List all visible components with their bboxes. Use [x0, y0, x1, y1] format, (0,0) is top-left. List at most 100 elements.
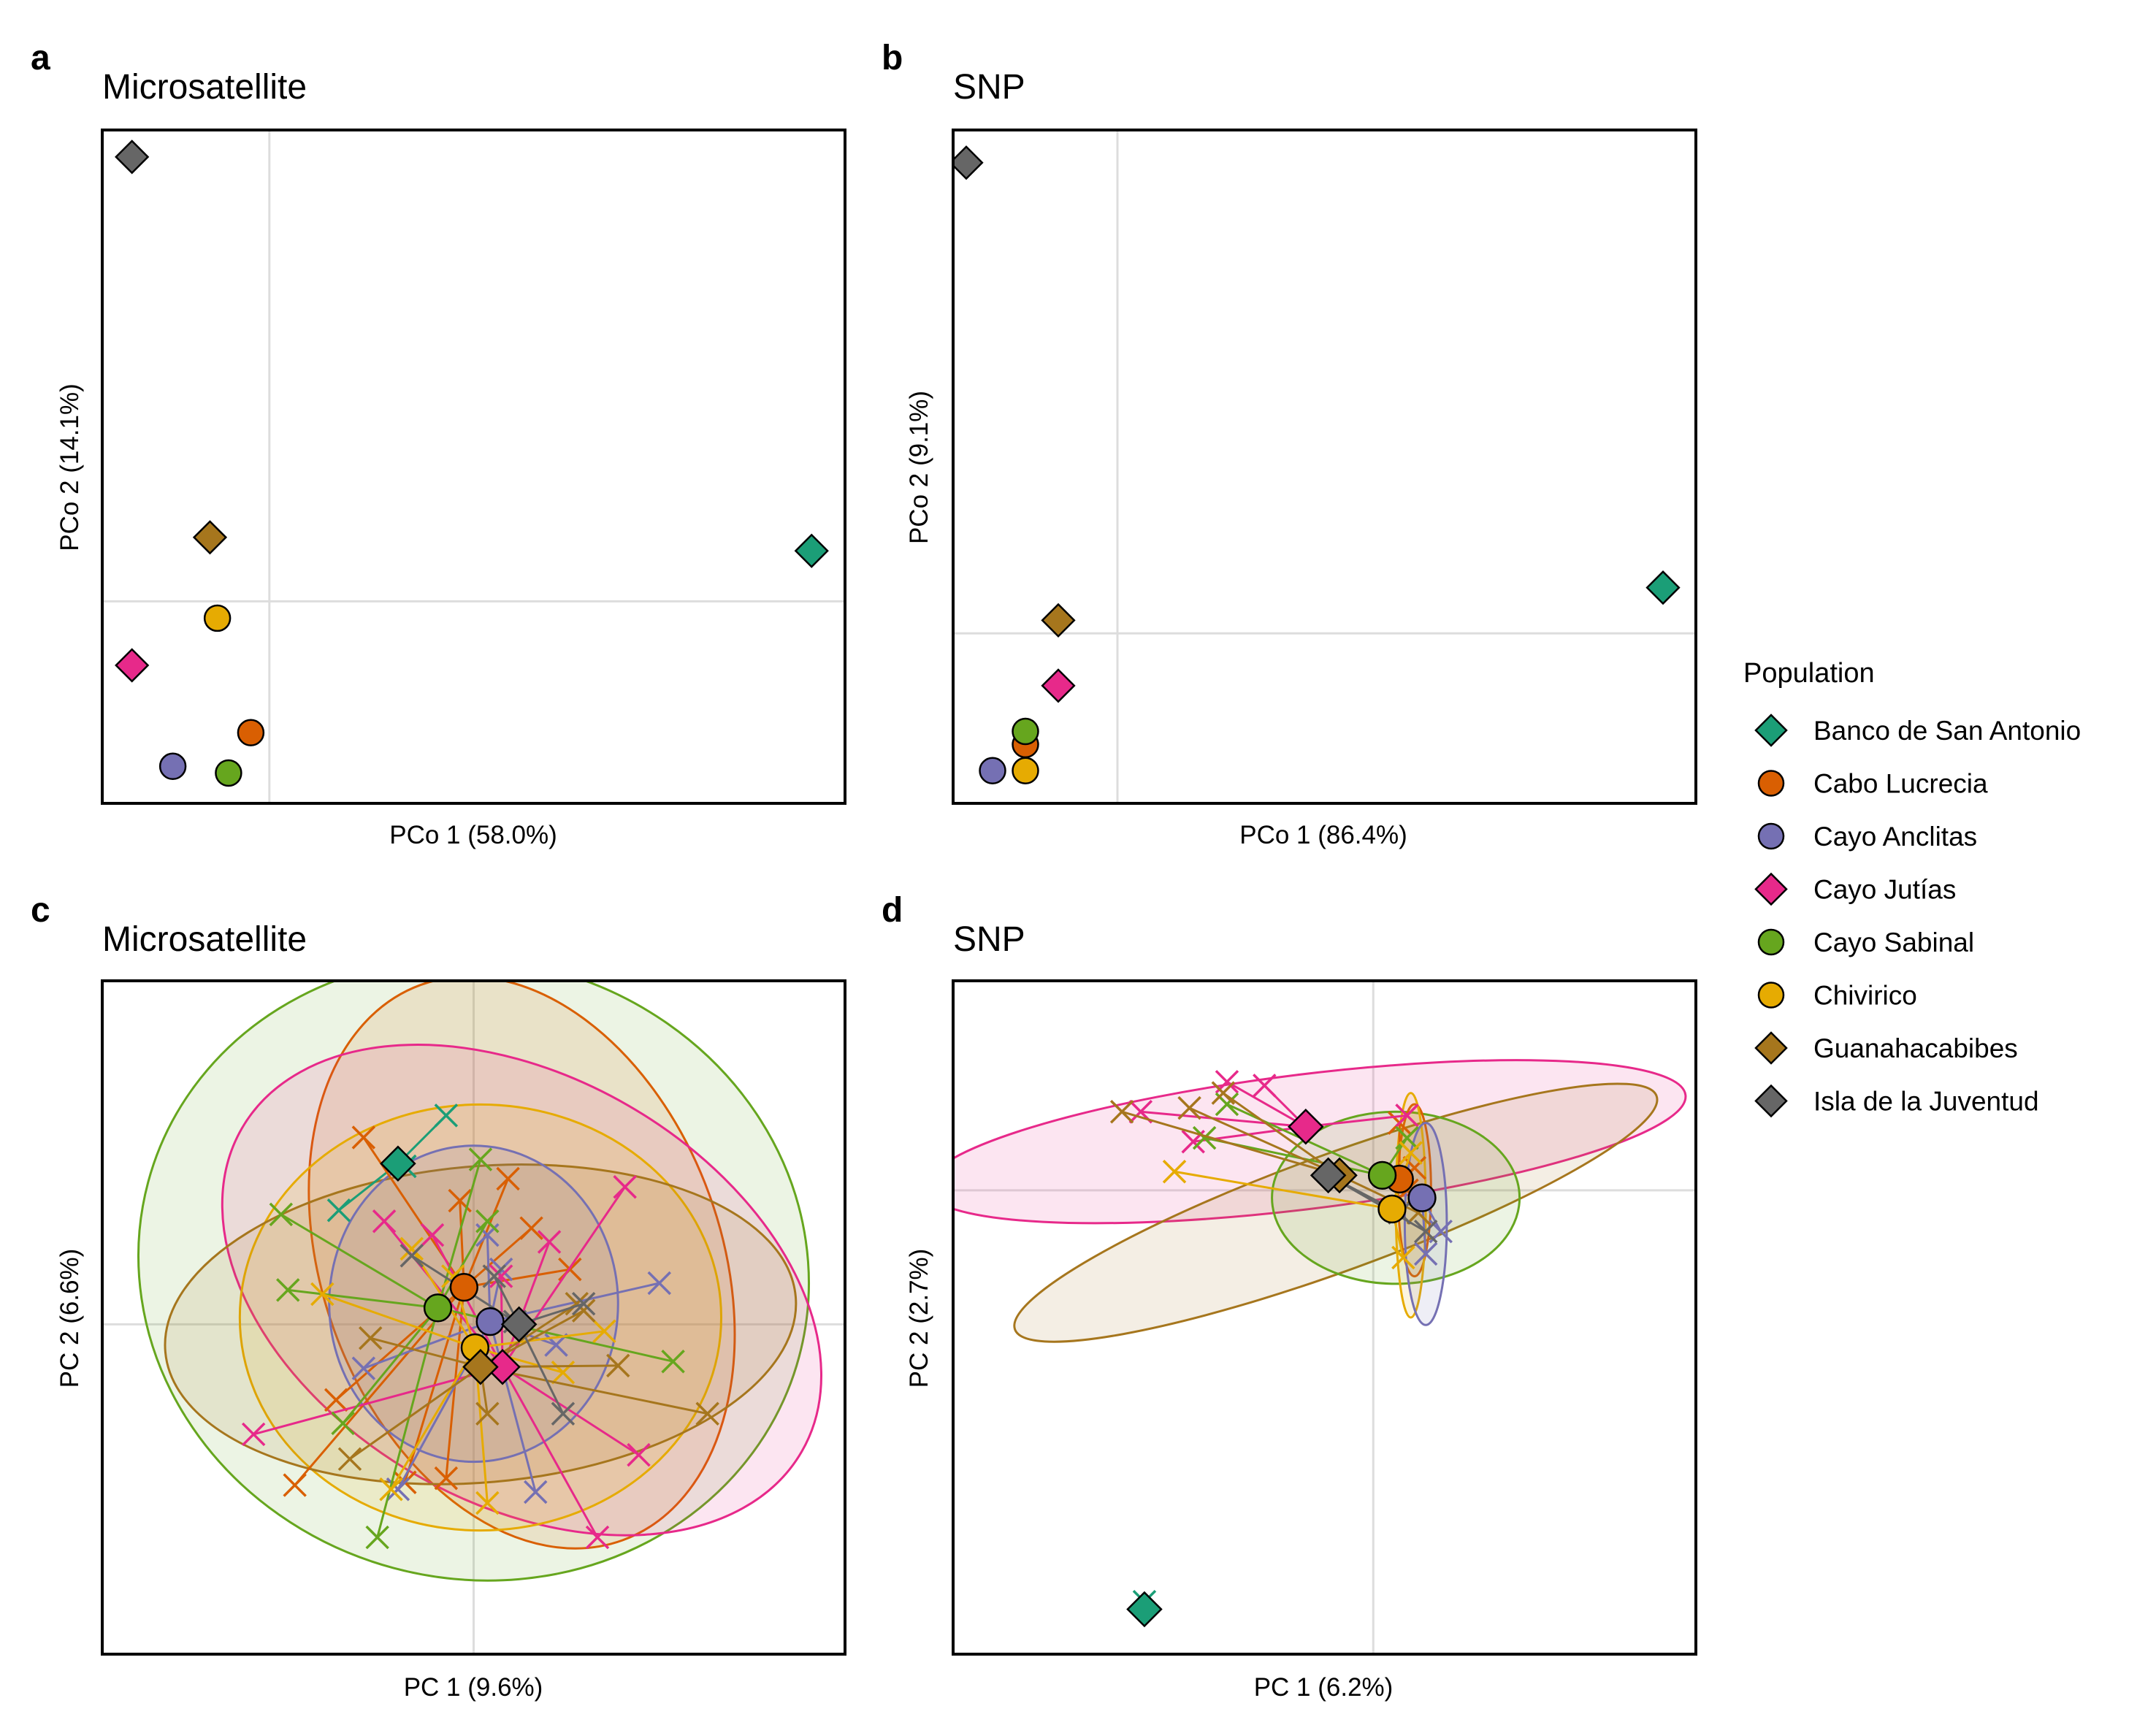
- spider-cayo-jutias: [1305, 1114, 1407, 1128]
- spider-guanahacabibes: [480, 1366, 708, 1415]
- spider-cayo-jutias: [1140, 1110, 1306, 1128]
- legend-key-guanahacabibes: [1754, 1031, 1788, 1065]
- panel-b-plot: [952, 129, 1697, 805]
- legend-key-isla-de-la-juventud: [1754, 1084, 1788, 1118]
- spider-cabo-lucrecia: [459, 1200, 465, 1288]
- sample-chivirico: [1399, 1141, 1423, 1165]
- panel-a-xlabel: PCo 1 (58.0%): [389, 821, 557, 849]
- panel-d: d SNP PC 1 (6.2%) PC 2 (2.7%): [882, 891, 1697, 1702]
- legend-item-banco-de-san-antonio: Banco de San Antonio: [1754, 714, 2081, 747]
- point-guanahacabibes: [1041, 603, 1076, 638]
- panel-a-title: Microsatellite: [102, 68, 307, 107]
- sample-cayo-jutias: [627, 1442, 651, 1467]
- sample-cayo-jutias: [613, 1175, 637, 1199]
- sample-cayo-anclitas: [1413, 1242, 1438, 1266]
- sample-cayo-sabinal: [1192, 1125, 1217, 1150]
- sample-cayo-anclitas: [647, 1271, 671, 1296]
- point-cayo-sabinal: [215, 759, 242, 787]
- spider-cayo-jutias: [253, 1366, 503, 1436]
- spider-guanahacabibes: [1222, 1092, 1340, 1177]
- centroid-banco-de-san-antonio: [380, 1145, 416, 1182]
- centroid-isla-de-la-juventud: [500, 1306, 538, 1343]
- sample-cabo-lucrecia: [324, 1388, 348, 1412]
- spider-cayo-sabinal: [437, 1220, 489, 1309]
- legend-item-chivirico: Chivirico: [1757, 981, 1917, 1011]
- legend-label: Banco de San Antonio: [1813, 716, 2081, 746]
- panel-a: a Microsatellite PCo 1 (58.0%) PCo 2 (14…: [31, 39, 846, 849]
- plot-frame: [101, 129, 846, 805]
- sample-cayo-sabinal: [365, 1525, 389, 1550]
- panel-d-xlabel: PC 1 (6.2%): [1254, 1673, 1394, 1702]
- panel-c: c Microsatellite PC 1 (9.6%) PC 2 (6.6%): [31, 891, 846, 1702]
- panel-b-ylabel: PCo 2 (9.1%): [905, 391, 933, 544]
- sample-chivirico: [379, 1477, 403, 1502]
- point-cabo-lucrecia: [237, 719, 265, 746]
- ellipse-cabo-lucrecia: [307, 981, 736, 1550]
- sample-banco-de-san-antonio: [326, 1198, 351, 1223]
- legend-key-chivirico: [1757, 982, 1785, 1009]
- point-cayo-anclitas: [979, 757, 1006, 784]
- centroid-cabo-lucrecia: [449, 1272, 478, 1302]
- legend-label: Cayo Sabinal: [1813, 927, 1974, 957]
- sample-banco-de-san-antonio: [434, 1104, 459, 1128]
- sample-guanahacabibes: [337, 1447, 362, 1472]
- legend-item-cabo-lucrecia: Cabo Lucrecia: [1757, 769, 1988, 799]
- spider-chivirico: [475, 1330, 605, 1349]
- point-chivirico: [1012, 757, 1039, 784]
- point-guanahacabibes: [192, 520, 228, 555]
- panel-b: b SNP PCo 1 (86.4%) PCo 2 (9.1%): [882, 39, 1697, 849]
- legend-key-cabo-lucrecia: [1757, 770, 1785, 797]
- sample-isla-de-la-juventud: [571, 1291, 596, 1316]
- centroid-cayo-anclitas: [475, 1307, 505, 1336]
- panel-c-title: Microsatellite: [102, 920, 307, 959]
- sample-cayo-anclitas: [524, 1480, 548, 1504]
- sample-cayo-jutias: [1395, 1104, 1419, 1128]
- sample-guanahacabibes: [571, 1298, 596, 1323]
- spider-cayo-jutias: [501, 1366, 599, 1538]
- sample-guanahacabibes: [695, 1401, 719, 1426]
- plot-frame: [101, 979, 846, 1656]
- legend-label: Cayo Jutías: [1813, 875, 1956, 905]
- sample-guanahacabibes: [1211, 1081, 1236, 1105]
- sample-cayo-jutias: [537, 1230, 562, 1254]
- point-banco-de-san-antonio: [794, 533, 829, 568]
- legend-key-cayo-jutias: [1754, 872, 1788, 906]
- panel-a-plot: [101, 129, 846, 805]
- point-cayo-sabinal: [1012, 717, 1039, 746]
- sample-cabo-lucrecia: [434, 1466, 459, 1491]
- plot-area: [953, 130, 1696, 803]
- sample-cabo-lucrecia: [351, 1125, 376, 1150]
- sample-chivirico: [400, 1236, 424, 1261]
- point-isla-de-la-juventud: [115, 139, 150, 175]
- panel-a-ylabel: PCo 2 (14.1%): [56, 383, 84, 551]
- plot-area: [102, 130, 845, 803]
- legend-title: Population: [1743, 658, 1875, 689]
- spider-cayo-sabinal: [288, 1288, 438, 1309]
- sample-cayo-sabinal: [269, 1202, 294, 1227]
- panel-d-letter: d: [882, 891, 903, 930]
- point-cayo-jutias: [115, 648, 150, 683]
- sample-chivirico: [1162, 1159, 1187, 1184]
- centroid-cayo-jutias: [1288, 1108, 1324, 1145]
- point-chivirico: [203, 604, 232, 632]
- spider-guanahacabibes: [1188, 1106, 1340, 1177]
- plot-frame: [952, 979, 1697, 1656]
- legend-key-cayo-sabinal: [1757, 928, 1785, 956]
- spider-cayo-jutias: [1226, 1080, 1307, 1128]
- legend-label: Chivirico: [1813, 981, 1917, 1011]
- spider-chivirico: [390, 1347, 476, 1490]
- panel-c-xlabel: PC 1 (9.6%): [404, 1673, 543, 1702]
- spider-chivirico: [1174, 1170, 1393, 1210]
- point-cayo-jutias: [1041, 668, 1076, 703]
- sample-cabo-lucrecia: [519, 1216, 543, 1240]
- plot-area: [102, 981, 845, 1654]
- spider-cayo-sabinal: [376, 1307, 439, 1538]
- spider-guanahacabibes: [349, 1366, 481, 1461]
- sample-chivirico: [310, 1282, 335, 1307]
- legend-item-cayo-sabinal: Cayo Sabinal: [1757, 927, 1974, 957]
- sample-guanahacabibes: [359, 1326, 383, 1350]
- legend-item-guanahacabibes: Guanahacabibes: [1754, 1031, 2018, 1065]
- legend-key-cayo-anclitas: [1757, 822, 1785, 850]
- sample-cayo-jutias: [420, 1223, 445, 1247]
- sample-isla-de-la-juventud: [482, 1264, 506, 1288]
